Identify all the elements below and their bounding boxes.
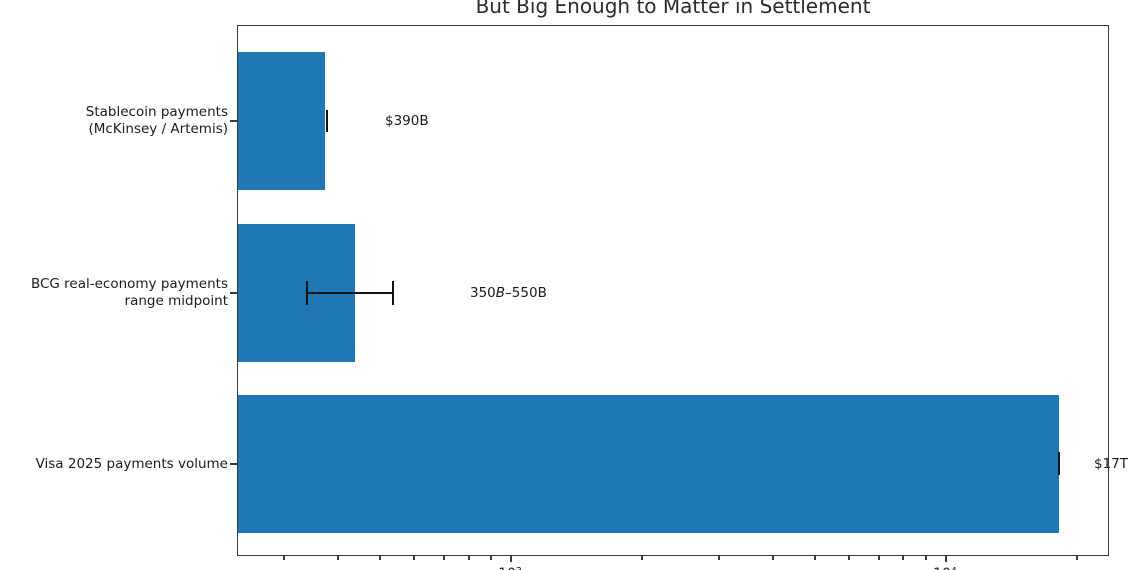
xtick-major-10e3 xyxy=(510,556,512,562)
xtick-label-10e4: 104 xyxy=(925,563,965,570)
value-label-visa: $17T xyxy=(1094,456,1129,472)
xtick-minor xyxy=(379,556,381,560)
ylabel-bcg: BCG real-economy payments range midpoint xyxy=(0,276,228,309)
error-bar-stablecoin xyxy=(326,110,328,132)
xtick-minor xyxy=(772,556,774,560)
ylabel-stablecoin-line2: (McKinsey / Artemis) xyxy=(88,120,228,137)
bar-visa-volume xyxy=(238,395,1059,533)
xtick-minor xyxy=(902,556,904,560)
ytick-visa xyxy=(230,463,237,465)
error-bar-bcg-cap-left xyxy=(306,281,308,305)
ylabel-bcg-line1: BCG real-economy payments xyxy=(30,276,228,292)
xtick-minor xyxy=(468,556,470,560)
xtick-label-10e3: 103 xyxy=(490,563,530,570)
xtick-minor xyxy=(925,556,927,560)
ylabel-stablecoin: Stablecoin payments (McKinsey / Artemis) xyxy=(0,104,228,137)
xtick-minor xyxy=(1076,556,1078,560)
xtick-minor xyxy=(283,556,285,560)
ylabel-visa-line1: Visa 2025 payments volume xyxy=(35,456,228,472)
ylabel-stablecoin-line1: Stablecoin payments xyxy=(85,104,228,120)
xtick-minor xyxy=(718,556,720,560)
ytick-stablecoin xyxy=(230,120,237,122)
xtick-minor xyxy=(413,556,415,560)
xtick-minor xyxy=(814,556,816,560)
xtick-minor xyxy=(848,556,850,560)
chart-title: But Big Enough to Matter in Settlement xyxy=(475,0,871,18)
value-label-stablecoin: $390B xyxy=(385,113,429,129)
value-label-bcg-pre: 350 xyxy=(470,285,496,301)
xtick-major-10e4 xyxy=(945,556,947,562)
xtick-minor xyxy=(641,556,643,560)
xtick-label-exponent: 3 xyxy=(516,566,522,570)
xtick-label-base: 10 xyxy=(498,566,516,570)
xtick-minor xyxy=(490,556,492,560)
error-bar-bcg-cap-right xyxy=(392,281,394,305)
error-bar-visa xyxy=(1058,452,1060,475)
xtick-minor xyxy=(878,556,880,560)
plot-area-frame xyxy=(237,25,1109,556)
xtick-minor xyxy=(337,556,339,560)
value-label-bcg-post: –550B xyxy=(505,285,547,301)
value-label-bcg-italic-b: B xyxy=(495,285,506,301)
xtick-minor xyxy=(443,556,445,560)
xtick-label-exponent: 4 xyxy=(951,566,957,570)
bar-stablecoin-payments xyxy=(238,52,325,190)
ytick-bcg xyxy=(230,292,237,294)
ylabel-bcg-line2: range midpoint xyxy=(124,292,228,309)
value-label-bcg: 350B–550B xyxy=(470,285,547,301)
xtick-label-base: 10 xyxy=(933,566,951,570)
error-bar-bcg-line xyxy=(307,292,393,294)
ylabel-visa: Visa 2025 payments volume xyxy=(0,456,228,473)
